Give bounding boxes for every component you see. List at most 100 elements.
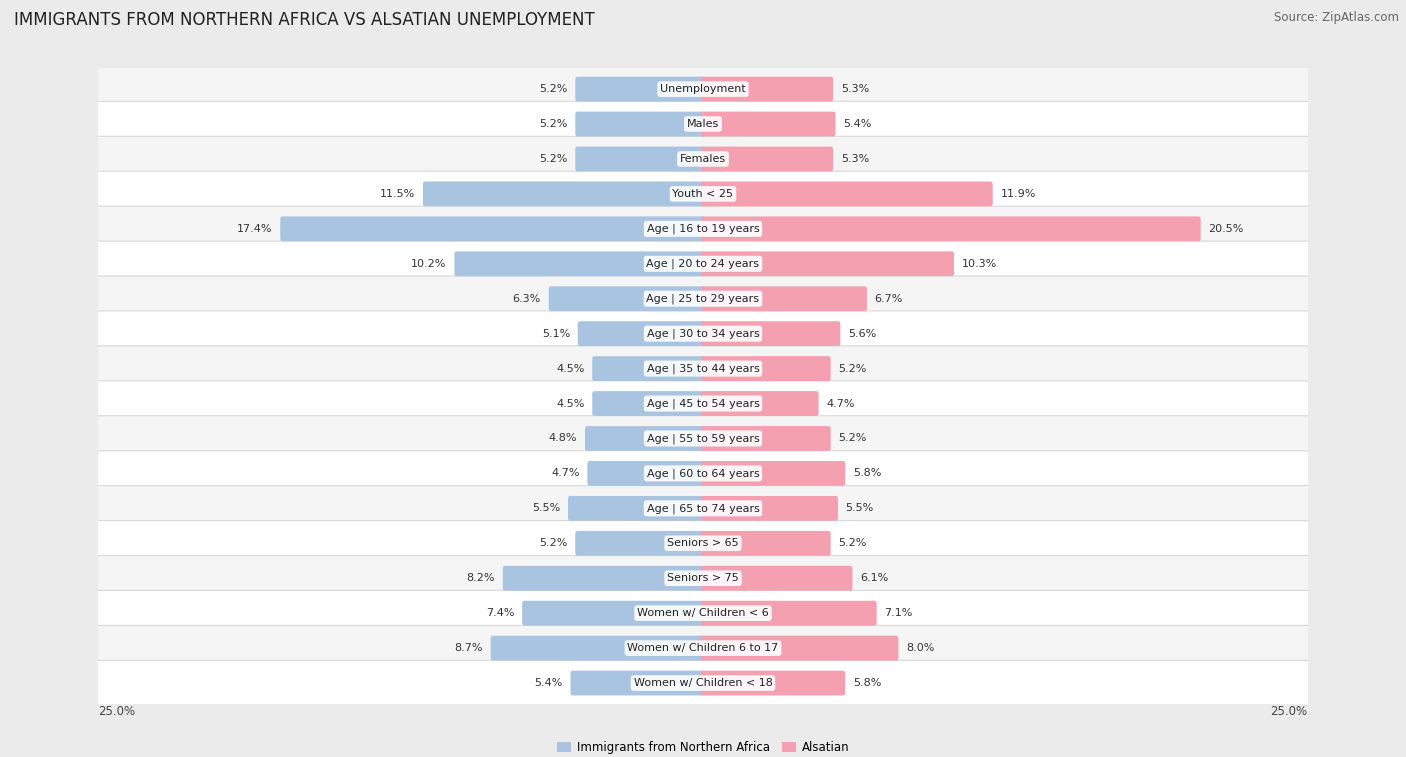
Text: 8.2%: 8.2% <box>467 573 495 583</box>
Text: Youth < 25: Youth < 25 <box>672 189 734 199</box>
Text: Unemployment: Unemployment <box>661 84 745 94</box>
FancyBboxPatch shape <box>702 251 955 276</box>
FancyBboxPatch shape <box>585 426 704 451</box>
Text: Seniors > 75: Seniors > 75 <box>666 573 740 583</box>
Text: Males: Males <box>688 119 718 129</box>
FancyBboxPatch shape <box>702 565 852 590</box>
FancyBboxPatch shape <box>575 111 704 136</box>
FancyBboxPatch shape <box>702 671 845 696</box>
FancyBboxPatch shape <box>592 391 704 416</box>
FancyBboxPatch shape <box>503 565 704 590</box>
FancyBboxPatch shape <box>702 217 1201 241</box>
Text: 5.2%: 5.2% <box>538 84 568 94</box>
FancyBboxPatch shape <box>94 521 1312 566</box>
FancyBboxPatch shape <box>702 357 831 381</box>
FancyBboxPatch shape <box>592 357 704 381</box>
FancyBboxPatch shape <box>522 601 704 625</box>
FancyBboxPatch shape <box>94 101 1312 147</box>
Text: 5.2%: 5.2% <box>538 119 568 129</box>
FancyBboxPatch shape <box>588 461 704 486</box>
FancyBboxPatch shape <box>702 147 834 171</box>
Text: Age | 35 to 44 years: Age | 35 to 44 years <box>647 363 759 374</box>
FancyBboxPatch shape <box>575 147 704 171</box>
FancyBboxPatch shape <box>454 251 704 276</box>
Text: 10.2%: 10.2% <box>412 259 447 269</box>
Legend: Immigrants from Northern Africa, Alsatian: Immigrants from Northern Africa, Alsatia… <box>553 736 853 757</box>
Text: Age | 55 to 59 years: Age | 55 to 59 years <box>647 433 759 444</box>
FancyBboxPatch shape <box>94 67 1312 112</box>
FancyBboxPatch shape <box>94 206 1312 251</box>
FancyBboxPatch shape <box>280 217 704 241</box>
Text: 4.8%: 4.8% <box>548 434 578 444</box>
FancyBboxPatch shape <box>94 625 1312 671</box>
Text: 5.2%: 5.2% <box>538 154 568 164</box>
Text: Women w/ Children 6 to 17: Women w/ Children 6 to 17 <box>627 643 779 653</box>
FancyBboxPatch shape <box>702 321 841 346</box>
Text: 5.2%: 5.2% <box>538 538 568 548</box>
Text: Age | 25 to 29 years: Age | 25 to 29 years <box>647 294 759 304</box>
Text: 8.7%: 8.7% <box>454 643 482 653</box>
Text: 4.7%: 4.7% <box>551 469 579 478</box>
FancyBboxPatch shape <box>94 276 1312 322</box>
Text: 7.1%: 7.1% <box>884 608 912 618</box>
FancyBboxPatch shape <box>491 636 704 661</box>
Text: Source: ZipAtlas.com: Source: ZipAtlas.com <box>1274 11 1399 24</box>
FancyBboxPatch shape <box>702 182 993 207</box>
Text: 5.4%: 5.4% <box>534 678 562 688</box>
Text: 5.3%: 5.3% <box>841 154 869 164</box>
Text: 20.5%: 20.5% <box>1208 224 1244 234</box>
Text: 4.5%: 4.5% <box>557 398 585 409</box>
Text: 5.6%: 5.6% <box>848 329 876 338</box>
Text: 5.2%: 5.2% <box>838 363 868 374</box>
Text: Age | 30 to 34 years: Age | 30 to 34 years <box>647 329 759 339</box>
Text: 10.3%: 10.3% <box>962 259 997 269</box>
FancyBboxPatch shape <box>423 182 704 207</box>
FancyBboxPatch shape <box>702 286 868 311</box>
Text: 4.7%: 4.7% <box>827 398 855 409</box>
Text: Age | 20 to 24 years: Age | 20 to 24 years <box>647 259 759 269</box>
FancyBboxPatch shape <box>571 671 704 696</box>
Text: 5.5%: 5.5% <box>845 503 875 513</box>
Text: 25.0%: 25.0% <box>1271 705 1308 718</box>
Text: 5.2%: 5.2% <box>838 434 868 444</box>
Text: 5.8%: 5.8% <box>853 469 882 478</box>
Text: 8.0%: 8.0% <box>905 643 935 653</box>
Text: Women w/ Children < 6: Women w/ Children < 6 <box>637 608 769 618</box>
Text: 6.3%: 6.3% <box>513 294 541 304</box>
FancyBboxPatch shape <box>575 531 704 556</box>
FancyBboxPatch shape <box>702 461 845 486</box>
FancyBboxPatch shape <box>94 346 1312 391</box>
Text: 5.3%: 5.3% <box>841 84 869 94</box>
Text: Age | 16 to 19 years: Age | 16 to 19 years <box>647 223 759 234</box>
FancyBboxPatch shape <box>94 311 1312 357</box>
FancyBboxPatch shape <box>94 660 1312 706</box>
Text: IMMIGRANTS FROM NORTHERN AFRICA VS ALSATIAN UNEMPLOYMENT: IMMIGRANTS FROM NORTHERN AFRICA VS ALSAT… <box>14 11 595 30</box>
Text: Age | 65 to 74 years: Age | 65 to 74 years <box>647 503 759 513</box>
Text: 5.5%: 5.5% <box>531 503 561 513</box>
FancyBboxPatch shape <box>94 241 1312 286</box>
Text: Females: Females <box>681 154 725 164</box>
FancyBboxPatch shape <box>702 426 831 451</box>
FancyBboxPatch shape <box>94 416 1312 461</box>
FancyBboxPatch shape <box>568 496 704 521</box>
Text: 5.2%: 5.2% <box>838 538 868 548</box>
Text: Women w/ Children < 18: Women w/ Children < 18 <box>634 678 772 688</box>
FancyBboxPatch shape <box>94 556 1312 601</box>
FancyBboxPatch shape <box>575 76 704 101</box>
Text: 5.8%: 5.8% <box>853 678 882 688</box>
Text: 7.4%: 7.4% <box>486 608 515 618</box>
Text: 6.1%: 6.1% <box>860 573 889 583</box>
FancyBboxPatch shape <box>548 286 704 311</box>
Text: 4.5%: 4.5% <box>557 363 585 374</box>
Text: Age | 45 to 54 years: Age | 45 to 54 years <box>647 398 759 409</box>
FancyBboxPatch shape <box>94 171 1312 217</box>
FancyBboxPatch shape <box>94 450 1312 496</box>
FancyBboxPatch shape <box>94 590 1312 636</box>
Text: 11.5%: 11.5% <box>380 189 415 199</box>
FancyBboxPatch shape <box>702 111 835 136</box>
Text: 5.1%: 5.1% <box>541 329 569 338</box>
Text: Age | 60 to 64 years: Age | 60 to 64 years <box>647 468 759 478</box>
Text: 6.7%: 6.7% <box>875 294 903 304</box>
FancyBboxPatch shape <box>702 601 876 625</box>
Text: 5.4%: 5.4% <box>844 119 872 129</box>
